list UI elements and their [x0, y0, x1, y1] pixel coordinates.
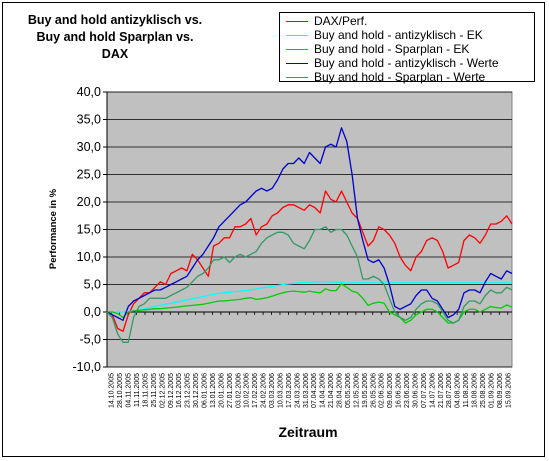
- x-tick-label-35: 23.06.2006: [404, 373, 411, 408]
- y-tick-label-5: 15,0: [77, 223, 101, 237]
- x-tick-label-12: 13.01.2006: [210, 373, 217, 408]
- legend-label-0: DAX/Perf.: [314, 14, 368, 28]
- legend-swatch-2: [286, 48, 308, 50]
- x-tick-label-40: 28.07.2006: [446, 373, 453, 408]
- x-tick-label-34: 16.06.2006: [396, 373, 403, 408]
- x-tick-label-14: 27.01.2006: [227, 373, 234, 408]
- x-tick-label-33: 09.06.2006: [387, 373, 394, 408]
- x-tick-label-28: 05.05.2006: [345, 373, 352, 408]
- x-tick-label-1: 28.10.2005: [117, 373, 124, 408]
- x-tick-label-27: 28.04.2006: [337, 373, 344, 408]
- x-tick-label-43: 18.08.2006: [472, 373, 479, 408]
- legend-swatch-1: [286, 34, 308, 36]
- x-tick-label-8: 16.12.2005: [176, 373, 183, 408]
- chart-title-line-1: Buy and hold antizyklisch vs.: [27, 13, 203, 27]
- y-tick-label-6: 20,0: [77, 195, 101, 209]
- legend-label-2: Buy and hold - Sparplan - EK: [314, 42, 470, 56]
- legend-item-0: DAX/Perf.: [280, 14, 534, 28]
- x-tick-label-44: 25.08.2006: [480, 373, 487, 408]
- x-tick-label-5: 25.11.2005: [151, 373, 158, 408]
- x-tick-label-37: 07.07.2006: [421, 373, 428, 408]
- x-tick-label-15: 03.02.2006: [235, 373, 242, 408]
- x-tick-label-39: 21.07.2006: [438, 373, 445, 408]
- chart-title: Buy and hold antizyklisch vs. Buy and ho…: [10, 12, 220, 63]
- x-tick-label-20: 10.03.2006: [277, 373, 284, 408]
- x-tick-label-29: 12.05.2006: [353, 373, 360, 408]
- x-tick-label-9: 23.12.2005: [185, 373, 192, 408]
- x-tick-label-19: 03.03.2006: [269, 373, 276, 408]
- x-tick-label-4: 18.11.2005: [142, 373, 149, 408]
- series-line-2: [107, 283, 513, 324]
- x-tick-label-21: 17.03.2006: [286, 373, 293, 408]
- y-tick-label-4: 10,0: [77, 250, 101, 264]
- y-tick-label-9: 35,0: [77, 113, 101, 127]
- x-tick-label-17: 17.02.2006: [252, 373, 259, 408]
- y-tick-label-8: 30,0: [77, 140, 101, 154]
- y-tick-label-7: 25,0: [77, 168, 101, 182]
- x-tick-label-10: 30.12.2005: [193, 373, 200, 408]
- x-tick-label-32: 02.06.2006: [379, 373, 386, 408]
- y-tick-label-2: 0,0: [84, 305, 101, 319]
- legend-swatch-0: [286, 20, 308, 22]
- chart-title-line-3: DAX: [101, 47, 129, 61]
- y-tick-label-1: -5,0: [79, 333, 101, 347]
- legend-item-3: Buy and hold - antizyklisch - Werte: [280, 56, 534, 70]
- x-tick-label-0: 14.10.2005: [109, 373, 116, 408]
- x-tick-label-18: 24.02.2006: [261, 373, 268, 408]
- legend-item-1: Buy and hold - antizyklisch - EK: [280, 28, 534, 42]
- x-tick-label-24: 07.04.2006: [311, 373, 318, 408]
- x-tick-label-45: 01.09.2006: [488, 373, 495, 408]
- legend-swatch-3: [286, 62, 308, 64]
- y-axis-label: Performance in %: [48, 188, 59, 269]
- y-tick-label-3: 5,0: [84, 278, 101, 292]
- y-tick-label-10: 40,0: [77, 85, 101, 99]
- x-tick-label-26: 21.04.2006: [328, 373, 335, 408]
- x-tick-label-25: 14.04.2006: [320, 373, 327, 408]
- x-tick-label-47: 15.09.2006: [505, 373, 512, 408]
- legend-label-4: Buy and hold - Sparplan - Werte: [314, 70, 486, 84]
- x-tick-label-36: 30.06.2006: [412, 373, 419, 408]
- legend-item-4: Buy and hold - Sparplan - Werte: [280, 70, 534, 84]
- chart-title-line-2: Buy and hold Sparplan vs.: [36, 30, 194, 44]
- x-tick-label-41: 04.08.2006: [455, 373, 462, 408]
- x-tick-label-46: 08.09.2006: [497, 373, 504, 408]
- legend-label-1: Buy and hold - antizyklisch - EK: [314, 28, 483, 42]
- series-line-1: [107, 281, 512, 313]
- legend-item-2: Buy and hold - Sparplan - EK: [280, 42, 534, 56]
- x-tick-label-22: 24.03.2006: [294, 373, 301, 408]
- x-tick-label-6: 02.12.2005: [159, 373, 166, 408]
- x-tick-label-13: 20.01.2006: [218, 373, 225, 408]
- x-tick-label-30: 19.05.2006: [362, 373, 369, 408]
- x-tick-label-11: 06.01.2006: [202, 373, 209, 408]
- x-tick-label-23: 31.03.2006: [303, 373, 310, 408]
- x-tick-label-38: 14.07.2006: [429, 373, 436, 408]
- x-tick-label-42: 11.08.2006: [463, 373, 470, 408]
- x-tick-label-3: 11.11.2005: [134, 373, 141, 407]
- x-tick-label-16: 10.02.2006: [244, 373, 251, 408]
- x-tick-label-7: 09.12.2005: [168, 373, 175, 408]
- x-tick-label-2: 04.11.2005: [126, 373, 133, 408]
- series-line-4: [106, 226, 513, 343]
- legend-swatch-4: [286, 76, 308, 78]
- y-tick-label-0: -10,0: [73, 360, 102, 374]
- x-axis-label: Zeitraum: [278, 424, 337, 440]
- x-tick-label-31: 26.05.2006: [370, 373, 377, 408]
- chart-legend: DAX/Perf. Buy and hold - antizyklisch - E…: [279, 12, 535, 84]
- series-line-3: [106, 127, 513, 321]
- legend-label-3: Buy and hold - antizyklisch - Werte: [314, 56, 499, 70]
- series-line-0: [106, 190, 513, 332]
